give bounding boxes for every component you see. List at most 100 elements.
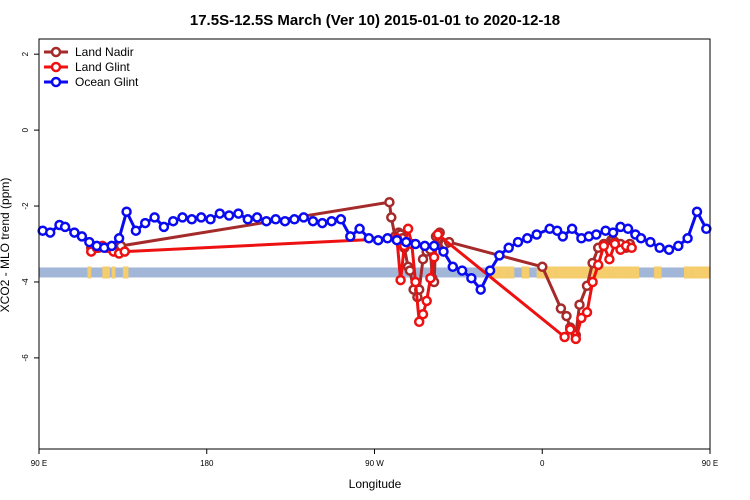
- data-point: [59, 221, 71, 233]
- data-point: [447, 261, 459, 273]
- legend-marker: [50, 61, 62, 73]
- data-point: [289, 214, 300, 225]
- ocean-band: [39, 267, 710, 278]
- data-point: [564, 324, 576, 335]
- y-tick-label: 2: [21, 51, 30, 56]
- data-point: [622, 223, 634, 235]
- y-axis-label: XCO2 - MLO trend (ppm): [0, 178, 12, 313]
- data-point: [251, 212, 263, 223]
- y-tick-label: -6: [21, 354, 30, 362]
- legend-label: Ocean Glint: [75, 75, 139, 89]
- data-point: [574, 299, 585, 310]
- data-point: [604, 253, 615, 265]
- series-land-glint: [85, 223, 637, 345]
- data-point: [402, 223, 414, 235]
- data-point: [559, 331, 570, 343]
- data-point: [456, 265, 468, 276]
- data-point: [345, 231, 356, 242]
- legend-item: Land Glint: [44, 60, 130, 74]
- data-point: [591, 229, 602, 240]
- data-point: [106, 240, 117, 252]
- data-point: [654, 242, 665, 254]
- data-point: [384, 196, 395, 208]
- data-point: [307, 215, 319, 227]
- land-band-segment: [654, 266, 662, 279]
- data-point: [494, 250, 505, 261]
- data-point: [335, 214, 347, 225]
- data-point: [484, 265, 496, 276]
- x-tick-label: 90 W: [365, 459, 384, 468]
- data-point: [298, 212, 309, 223]
- land-band-segment: [521, 266, 530, 279]
- chart-title: 17.5S-12.5S March (Ver 10) 2015-01-01 to…: [190, 12, 560, 29]
- data-point: [372, 234, 384, 246]
- data-point: [570, 333, 582, 345]
- data-point: [592, 259, 604, 271]
- data-point: [566, 223, 578, 235]
- data-point: [691, 206, 703, 217]
- data-point: [395, 274, 406, 286]
- data-point: [119, 246, 130, 257]
- data-point: [326, 215, 337, 227]
- legend-marker: [50, 76, 62, 88]
- data-point: [44, 227, 56, 238]
- data-point: [270, 214, 281, 225]
- data-point: [242, 214, 254, 225]
- x-tick-label: 0: [540, 459, 545, 468]
- series-ocean-glint: [37, 206, 712, 295]
- data-point: [195, 212, 207, 223]
- data-point: [555, 303, 567, 314]
- legend-item: Land Nadir: [44, 45, 134, 59]
- data-point: [354, 223, 365, 235]
- data-point: [214, 208, 226, 219]
- land-mask-band: [39, 266, 710, 279]
- y-axis: 2 0 -2 -4 -6: [21, 51, 39, 361]
- data-point: [561, 310, 572, 322]
- data-point: [130, 225, 142, 236]
- y-tick-label: -4: [21, 278, 30, 286]
- data-point: [421, 295, 432, 307]
- land-band-segment: [627, 266, 640, 279]
- data-point: [626, 242, 637, 254]
- land-band-segment: [111, 266, 116, 279]
- data-point: [382, 233, 393, 244]
- land-band-segment: [508, 266, 515, 279]
- data-point: [531, 229, 542, 240]
- data-point: [635, 233, 647, 244]
- land-band-segment: [122, 266, 129, 279]
- data-point: [233, 208, 244, 219]
- data-point: [223, 210, 235, 221]
- x-tick-label: 90 E: [702, 459, 718, 468]
- data-point: [581, 307, 593, 318]
- data-point: [121, 206, 132, 217]
- data-point: [607, 227, 619, 238]
- data-point: [410, 238, 421, 250]
- series-layer: [37, 196, 712, 345]
- x-axis-label: Longitude: [349, 477, 402, 491]
- data-point: [682, 233, 693, 244]
- data-point: [701, 223, 712, 235]
- data-point: [537, 261, 548, 273]
- data-point: [205, 214, 216, 225]
- data-point: [158, 221, 170, 233]
- land-band-segment: [499, 266, 509, 279]
- land-band-segment: [691, 266, 710, 279]
- data-point: [113, 233, 125, 244]
- data-point: [391, 234, 403, 246]
- data-point: [400, 236, 412, 248]
- legend-marker: [50, 46, 62, 58]
- data-point: [428, 252, 440, 263]
- data-point: [317, 217, 328, 229]
- data-point: [186, 214, 198, 225]
- data-point: [512, 236, 524, 248]
- data-point: [149, 212, 160, 223]
- data-point: [428, 240, 440, 252]
- land-band-segment: [613, 266, 628, 279]
- data-point: [475, 284, 486, 295]
- data-point: [503, 242, 514, 254]
- legend-label: Land Glint: [75, 60, 130, 74]
- data-point: [645, 236, 656, 248]
- data-point: [557, 231, 569, 242]
